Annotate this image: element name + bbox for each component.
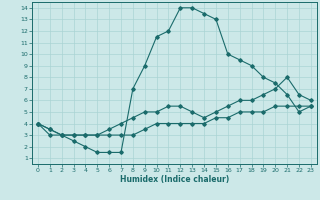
X-axis label: Humidex (Indice chaleur): Humidex (Indice chaleur) (120, 175, 229, 184)
